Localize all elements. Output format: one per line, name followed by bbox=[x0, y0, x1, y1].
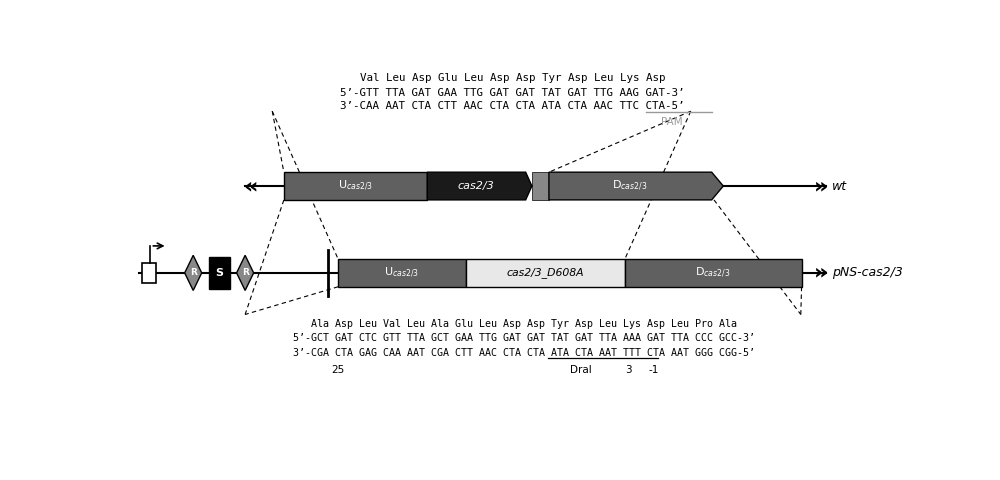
Polygon shape bbox=[427, 172, 532, 200]
Text: pNS-cas2/3: pNS-cas2/3 bbox=[832, 266, 903, 279]
Bar bbox=[284, 172, 427, 200]
Text: »: » bbox=[814, 263, 828, 283]
Bar bbox=[532, 172, 549, 200]
Polygon shape bbox=[185, 255, 202, 290]
Text: 3’-CAA AAT CTA CTT AAC CTA CTA ATA CTA AAC TTC CTA-5’: 3’-CAA AAT CTA CTT AAC CTA CTA ATA CTA A… bbox=[340, 101, 685, 111]
Text: »: » bbox=[814, 176, 828, 196]
Bar bbox=[209, 257, 230, 289]
Text: Val Leu Asp Glu Leu Asp Asp Tyr Asp Leu Lys Asp: Val Leu Asp Glu Leu Asp Asp Tyr Asp Leu … bbox=[360, 73, 665, 83]
Text: PAM: PAM bbox=[661, 118, 682, 128]
Bar bbox=[466, 259, 625, 287]
Text: 3: 3 bbox=[625, 365, 632, 375]
Text: S: S bbox=[216, 268, 224, 278]
Polygon shape bbox=[549, 172, 723, 200]
Text: D$_{cas2/3}$: D$_{cas2/3}$ bbox=[695, 266, 731, 280]
Text: U$_{cas2/3}$: U$_{cas2/3}$ bbox=[338, 179, 373, 193]
Text: DraI: DraI bbox=[570, 365, 592, 375]
Bar bbox=[142, 263, 156, 283]
Polygon shape bbox=[237, 255, 254, 290]
Text: Ala Asp Leu Val Leu Ala Glu Leu Asp Asp Tyr Asp Leu Lys Asp Leu Pro Ala: Ala Asp Leu Val Leu Ala Glu Leu Asp Asp … bbox=[311, 319, 737, 329]
Text: U$_{cas2/3}$: U$_{cas2/3}$ bbox=[384, 266, 420, 280]
Text: wt: wt bbox=[832, 180, 847, 192]
Text: 3’-CGA CTA GAG CAA AAT CGA CTT AAC CTA CTA ATA CTA AAT TTT CTA AAT GGG CGG-5’: 3’-CGA CTA GAG CAA AAT CGA CTT AAC CTA C… bbox=[293, 348, 755, 358]
Text: -1: -1 bbox=[648, 365, 659, 375]
Text: cas2/3_D608A: cas2/3_D608A bbox=[507, 267, 584, 278]
Text: D$_{cas2/3}$: D$_{cas2/3}$ bbox=[612, 179, 648, 193]
Bar bbox=[625, 259, 802, 287]
Text: 5’-GTT TTA GAT GAA TTG GAT GAT TAT GAT TTG AAG GAT-3’: 5’-GTT TTA GAT GAA TTG GAT GAT TAT GAT T… bbox=[340, 88, 685, 98]
Text: R: R bbox=[190, 268, 197, 277]
Text: 25: 25 bbox=[332, 365, 345, 375]
Text: R: R bbox=[242, 268, 249, 277]
Bar bbox=[338, 259, 466, 287]
Text: cas2/3: cas2/3 bbox=[457, 181, 494, 191]
Text: «: « bbox=[243, 176, 258, 196]
Text: 5’-GCT GAT CTC GTT TTA GCT GAA TTG GAT GAT TAT GAT TTA AAA GAT TTA CCC GCC-3’: 5’-GCT GAT CTC GTT TTA GCT GAA TTG GAT G… bbox=[293, 334, 755, 344]
